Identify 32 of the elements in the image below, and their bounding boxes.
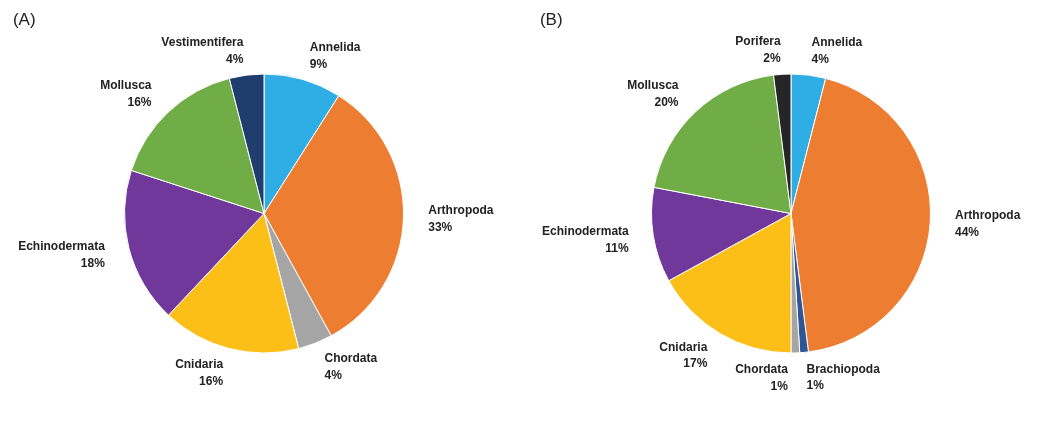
- slice-label: Chordata: [324, 350, 378, 365]
- slice-label: Mollusca: [627, 78, 679, 93]
- slice-label: Echinodermata: [18, 238, 106, 253]
- data-label: 33%: [428, 220, 453, 235]
- slice-label: Mollusca: [100, 78, 152, 93]
- slice-label: Arthropoda: [428, 203, 494, 218]
- data-label: 16%: [127, 95, 152, 110]
- data-label: 4%: [226, 51, 244, 66]
- slice-label: Chordata: [735, 362, 789, 377]
- data-label: 2%: [763, 50, 782, 65]
- data-label: 18%: [80, 255, 106, 270]
- slice-label: Porifera: [735, 34, 782, 49]
- slice-label: Vestimentifera: [161, 35, 244, 50]
- slice-label: Echinodermata: [542, 223, 630, 238]
- slice-label: Cnidaria: [659, 339, 708, 354]
- data-label: 9%: [309, 57, 328, 72]
- data-label: 1%: [806, 378, 825, 393]
- data-label: 4%: [324, 367, 343, 382]
- chart-title: (A): [12, 9, 36, 29]
- data-label: 11%: [605, 240, 630, 255]
- data-label: 16%: [199, 374, 224, 389]
- data-label: 1%: [770, 379, 789, 394]
- slice-label: Annelida: [309, 40, 361, 55]
- data-label: 17%: [683, 356, 708, 371]
- data-label: 44%: [954, 225, 980, 240]
- data-label: 4%: [811, 51, 830, 66]
- slice-label: Cnidaria: [175, 357, 224, 372]
- slice-label: Brachiopoda: [806, 361, 881, 376]
- slice-label: Arthropoda: [954, 208, 1021, 223]
- data-label: 20%: [654, 95, 679, 110]
- chart-title: (B): [539, 9, 563, 29]
- slice-label: Annelida: [811, 35, 863, 50]
